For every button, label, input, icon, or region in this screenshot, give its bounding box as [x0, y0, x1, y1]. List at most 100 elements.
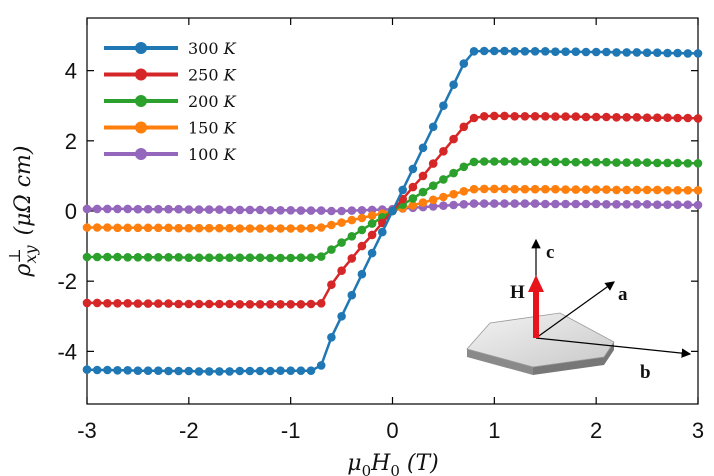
data-point	[663, 158, 672, 168]
data-point	[266, 366, 275, 376]
data-point	[154, 366, 163, 376]
data-point	[143, 204, 153, 214]
data-point	[663, 200, 672, 209]
series-250k	[82, 111, 703, 309]
data-point	[428, 202, 438, 211]
data-point	[581, 157, 591, 167]
crystal-plate-top	[466, 312, 615, 368]
data-point	[500, 111, 509, 121]
data-point	[255, 366, 265, 376]
data-point	[133, 204, 143, 214]
data-point	[632, 113, 642, 122]
legend-item-300k: 300 K	[104, 39, 237, 58]
data-point	[306, 299, 316, 309]
data-point	[327, 220, 336, 230]
data-point	[561, 157, 570, 167]
legend-item-200k: 200 K	[104, 92, 237, 111]
x-tick-label: -2	[179, 418, 199, 443]
data-point	[571, 199, 581, 209]
data-point	[490, 46, 499, 56]
data-point	[194, 223, 204, 233]
data-point	[510, 184, 519, 194]
data-point	[143, 299, 153, 308]
b-axis-arrow	[535, 337, 692, 358]
data-point	[591, 185, 601, 194]
data-point	[408, 164, 418, 174]
data-point	[306, 253, 316, 262]
data-point	[286, 366, 296, 376]
data-point	[225, 367, 234, 376]
data-point	[184, 299, 194, 309]
data-point	[123, 252, 132, 262]
data-point	[276, 366, 285, 376]
series-layer	[82, 46, 703, 376]
crystal-plate-side-front	[467, 349, 533, 375]
legend-swatch-marker	[135, 68, 147, 81]
data-point	[235, 205, 245, 215]
legend-item-150k: 150 K	[104, 119, 237, 138]
y-axis-label: ρxy⊥ (μΩ cm)	[5, 146, 40, 278]
data-point	[459, 187, 469, 196]
data-point	[347, 206, 357, 215]
data-point	[571, 157, 581, 167]
data-point	[225, 299, 234, 309]
data-point	[337, 312, 346, 321]
data-point	[316, 299, 326, 308]
x-tick-label: 2	[590, 418, 602, 443]
data-point	[469, 199, 479, 208]
data-point	[113, 204, 122, 214]
y-tick-label: 4	[65, 59, 77, 84]
data-point	[683, 200, 693, 209]
data-point	[245, 224, 255, 233]
data-point	[194, 367, 204, 376]
legend-swatch-marker	[135, 42, 147, 54]
data-point	[357, 241, 367, 251]
data-point	[428, 122, 438, 132]
data-point	[215, 367, 224, 376]
data-point	[428, 195, 438, 205]
data-point	[367, 248, 377, 258]
data-point	[82, 298, 92, 308]
data-point	[530, 157, 540, 167]
data-point	[663, 113, 672, 122]
data-point	[418, 187, 428, 197]
data-point	[337, 238, 346, 247]
data-point	[235, 366, 245, 376]
data-point	[439, 201, 448, 210]
data-point	[184, 366, 194, 376]
data-point	[622, 113, 631, 122]
data-point	[357, 225, 367, 235]
data-point	[490, 184, 499, 194]
data-point	[235, 300, 245, 309]
legend-item-250k: 250 K	[104, 66, 237, 85]
field-arrow-shaft	[533, 290, 539, 338]
c-axis-label: c	[546, 242, 554, 263]
data-point	[123, 223, 132, 233]
data-point	[571, 185, 581, 194]
data-point	[357, 213, 367, 223]
data-point	[255, 205, 265, 215]
data-point	[164, 299, 173, 308]
data-point	[215, 253, 224, 262]
data-point	[204, 299, 214, 309]
data-point	[479, 184, 489, 194]
data-point	[235, 224, 245, 233]
data-point	[164, 252, 173, 262]
data-point	[408, 182, 418, 192]
data-point	[154, 252, 163, 262]
data-point	[479, 46, 489, 56]
data-point	[510, 199, 519, 208]
legend-swatch-marker	[135, 148, 147, 160]
data-point	[541, 112, 550, 121]
data-point	[276, 206, 285, 215]
data-point	[500, 199, 509, 208]
data-point	[103, 204, 112, 214]
data-point	[286, 253, 296, 263]
data-point	[215, 299, 224, 309]
data-point	[154, 204, 163, 214]
data-point	[286, 224, 296, 233]
data-point	[602, 112, 611, 122]
data-point	[92, 252, 102, 262]
legend-label: 300 K	[188, 39, 237, 58]
